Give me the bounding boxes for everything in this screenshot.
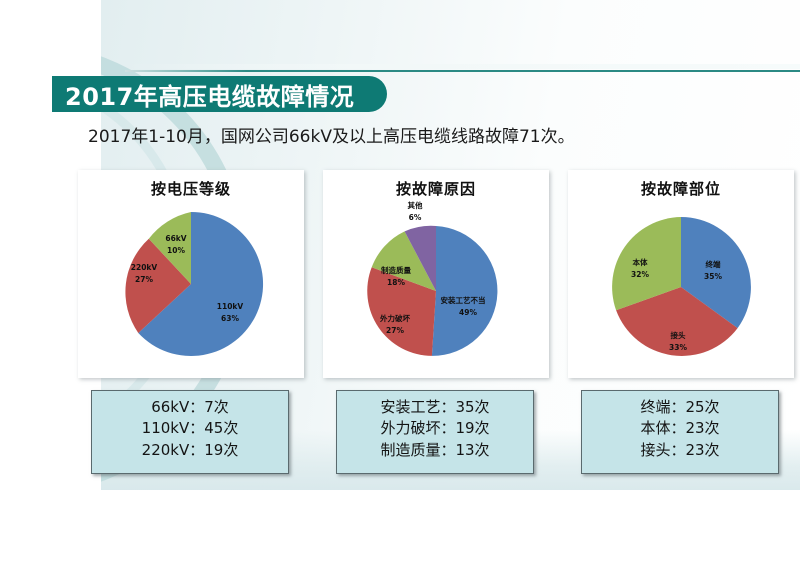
pie-slice-1 <box>431 226 498 356</box>
caption-box-by-voltage-level: 66kV：7次 110kV：45次 220kV：19次 <box>91 390 289 474</box>
pie-slice-label-3-name: 制造质量 <box>381 265 411 275</box>
caption-line: 110kV：45次 <box>141 419 239 438</box>
top-rule-glow <box>125 64 800 69</box>
caption-line: 本体：23次 <box>640 419 720 438</box>
pie-slice-2 <box>367 267 436 356</box>
caption-line: 终端：25次 <box>640 398 720 416</box>
pie-slice-label-3-name: 本体 <box>632 257 648 267</box>
pie-chart-by-voltage-level: 110kV 63% 220kV 27% 66kV 10% <box>78 199 304 371</box>
page-title: 2017年高压电缆故障情况 <box>65 82 355 111</box>
caption-line: 66kV：7次 <box>151 398 229 416</box>
caption-line: 外力破坏：19次 <box>380 419 490 438</box>
pie-slice-label-3-value: 32% <box>631 270 649 279</box>
bottom-margin <box>0 490 800 566</box>
pie-slice-3 <box>148 212 191 284</box>
chart-title: 按故障原因 <box>395 180 476 198</box>
pie-chart-by-fault-location: 终端 35% 接头 33% 本体 32% <box>568 199 794 371</box>
pie-slice-label-1-name: 安装工艺不当 <box>441 295 486 305</box>
caption-box-by-fault-location: 终端：25次 本体：23次 接头：23次 <box>581 390 779 474</box>
pie-slice-2 <box>125 238 191 333</box>
pie-slice-label-1-value: 63% <box>221 314 239 323</box>
pie-slice-label-2-name: 外力破坏 <box>380 313 410 323</box>
pie-svg: 终端 35% 接头 33% 本体 32% <box>612 217 751 356</box>
caption-box-by-fault-cause: 安装工艺：35次 外力破坏：19次 制造质量：13次 <box>336 390 534 474</box>
top-rule <box>125 70 800 72</box>
pie-slice-label-2-name: 220kV <box>131 263 158 272</box>
pie-slice-label-3-value: 10% <box>167 246 185 255</box>
caption-line: 220kV：19次 <box>141 440 239 459</box>
pie-slice-label-2-value: 27% <box>135 275 153 284</box>
pie-svg: 110kV 63% 220kV 27% 66kV 10% <box>125 211 264 356</box>
pie-slice-label-4-name: 其他 <box>408 200 423 210</box>
pie-slice-label-1-value: 49% <box>459 308 477 317</box>
pie-slice-3 <box>371 231 436 291</box>
pie-slice-1 <box>681 217 751 329</box>
pie-slice-label-2-value: 27% <box>386 326 404 335</box>
pie-slice-label-2-value: 33% <box>669 343 687 352</box>
pie-slice-label-1-name: 110kV <box>217 302 244 311</box>
chart-card-by-voltage-level: 按电压等级 110kV 63% 220kV 27% 66kV 10% <box>78 170 304 378</box>
pie-slice-1 <box>138 211 264 356</box>
pie-slice-label-1-name: 终端 <box>705 259 721 269</box>
pie-slice-3 <box>612 217 681 311</box>
chart-card-by-fault-location: 按故障部位 终端 35% 接头 33% 本体 32% <box>568 170 794 378</box>
pie-slice-label-3-value: 18% <box>387 278 405 287</box>
chart-title: 按电压等级 <box>150 180 231 198</box>
pie-svg: 安装工艺不当 49% 外力破坏 27% 制造质量 18% 其他 6% <box>367 200 498 356</box>
chart-card-by-fault-cause: 按故障原因 安装工艺不当 49% 外力破坏 27% 制造质量 18% 其他 6 <box>323 170 549 378</box>
caption-line: 安装工艺：35次 <box>380 398 490 416</box>
subtitle-text: 2017年1-10月，国网公司66kV及以上高压电缆线路故障71次。 <box>88 127 575 147</box>
pie-slice-label-3-name: 66kV <box>165 234 186 243</box>
caption-line: 制造质量：13次 <box>380 440 490 459</box>
page-title-banner: 2017年高压电缆故障情况 <box>52 76 387 112</box>
pie-slice-4 <box>404 225 436 291</box>
pie-slice-label-1-value: 35% <box>704 272 722 281</box>
pie-slice-label-2-name: 接头 <box>671 330 686 340</box>
pie-slice-2 <box>616 287 738 356</box>
chart-title: 按故障部位 <box>640 180 721 198</box>
caption-line: 接头：23次 <box>640 440 720 459</box>
pie-slice-label-4-value: 6% <box>409 213 422 222</box>
pie-chart-by-fault-cause: 安装工艺不当 49% 外力破坏 27% 制造质量 18% 其他 6% <box>323 199 549 371</box>
